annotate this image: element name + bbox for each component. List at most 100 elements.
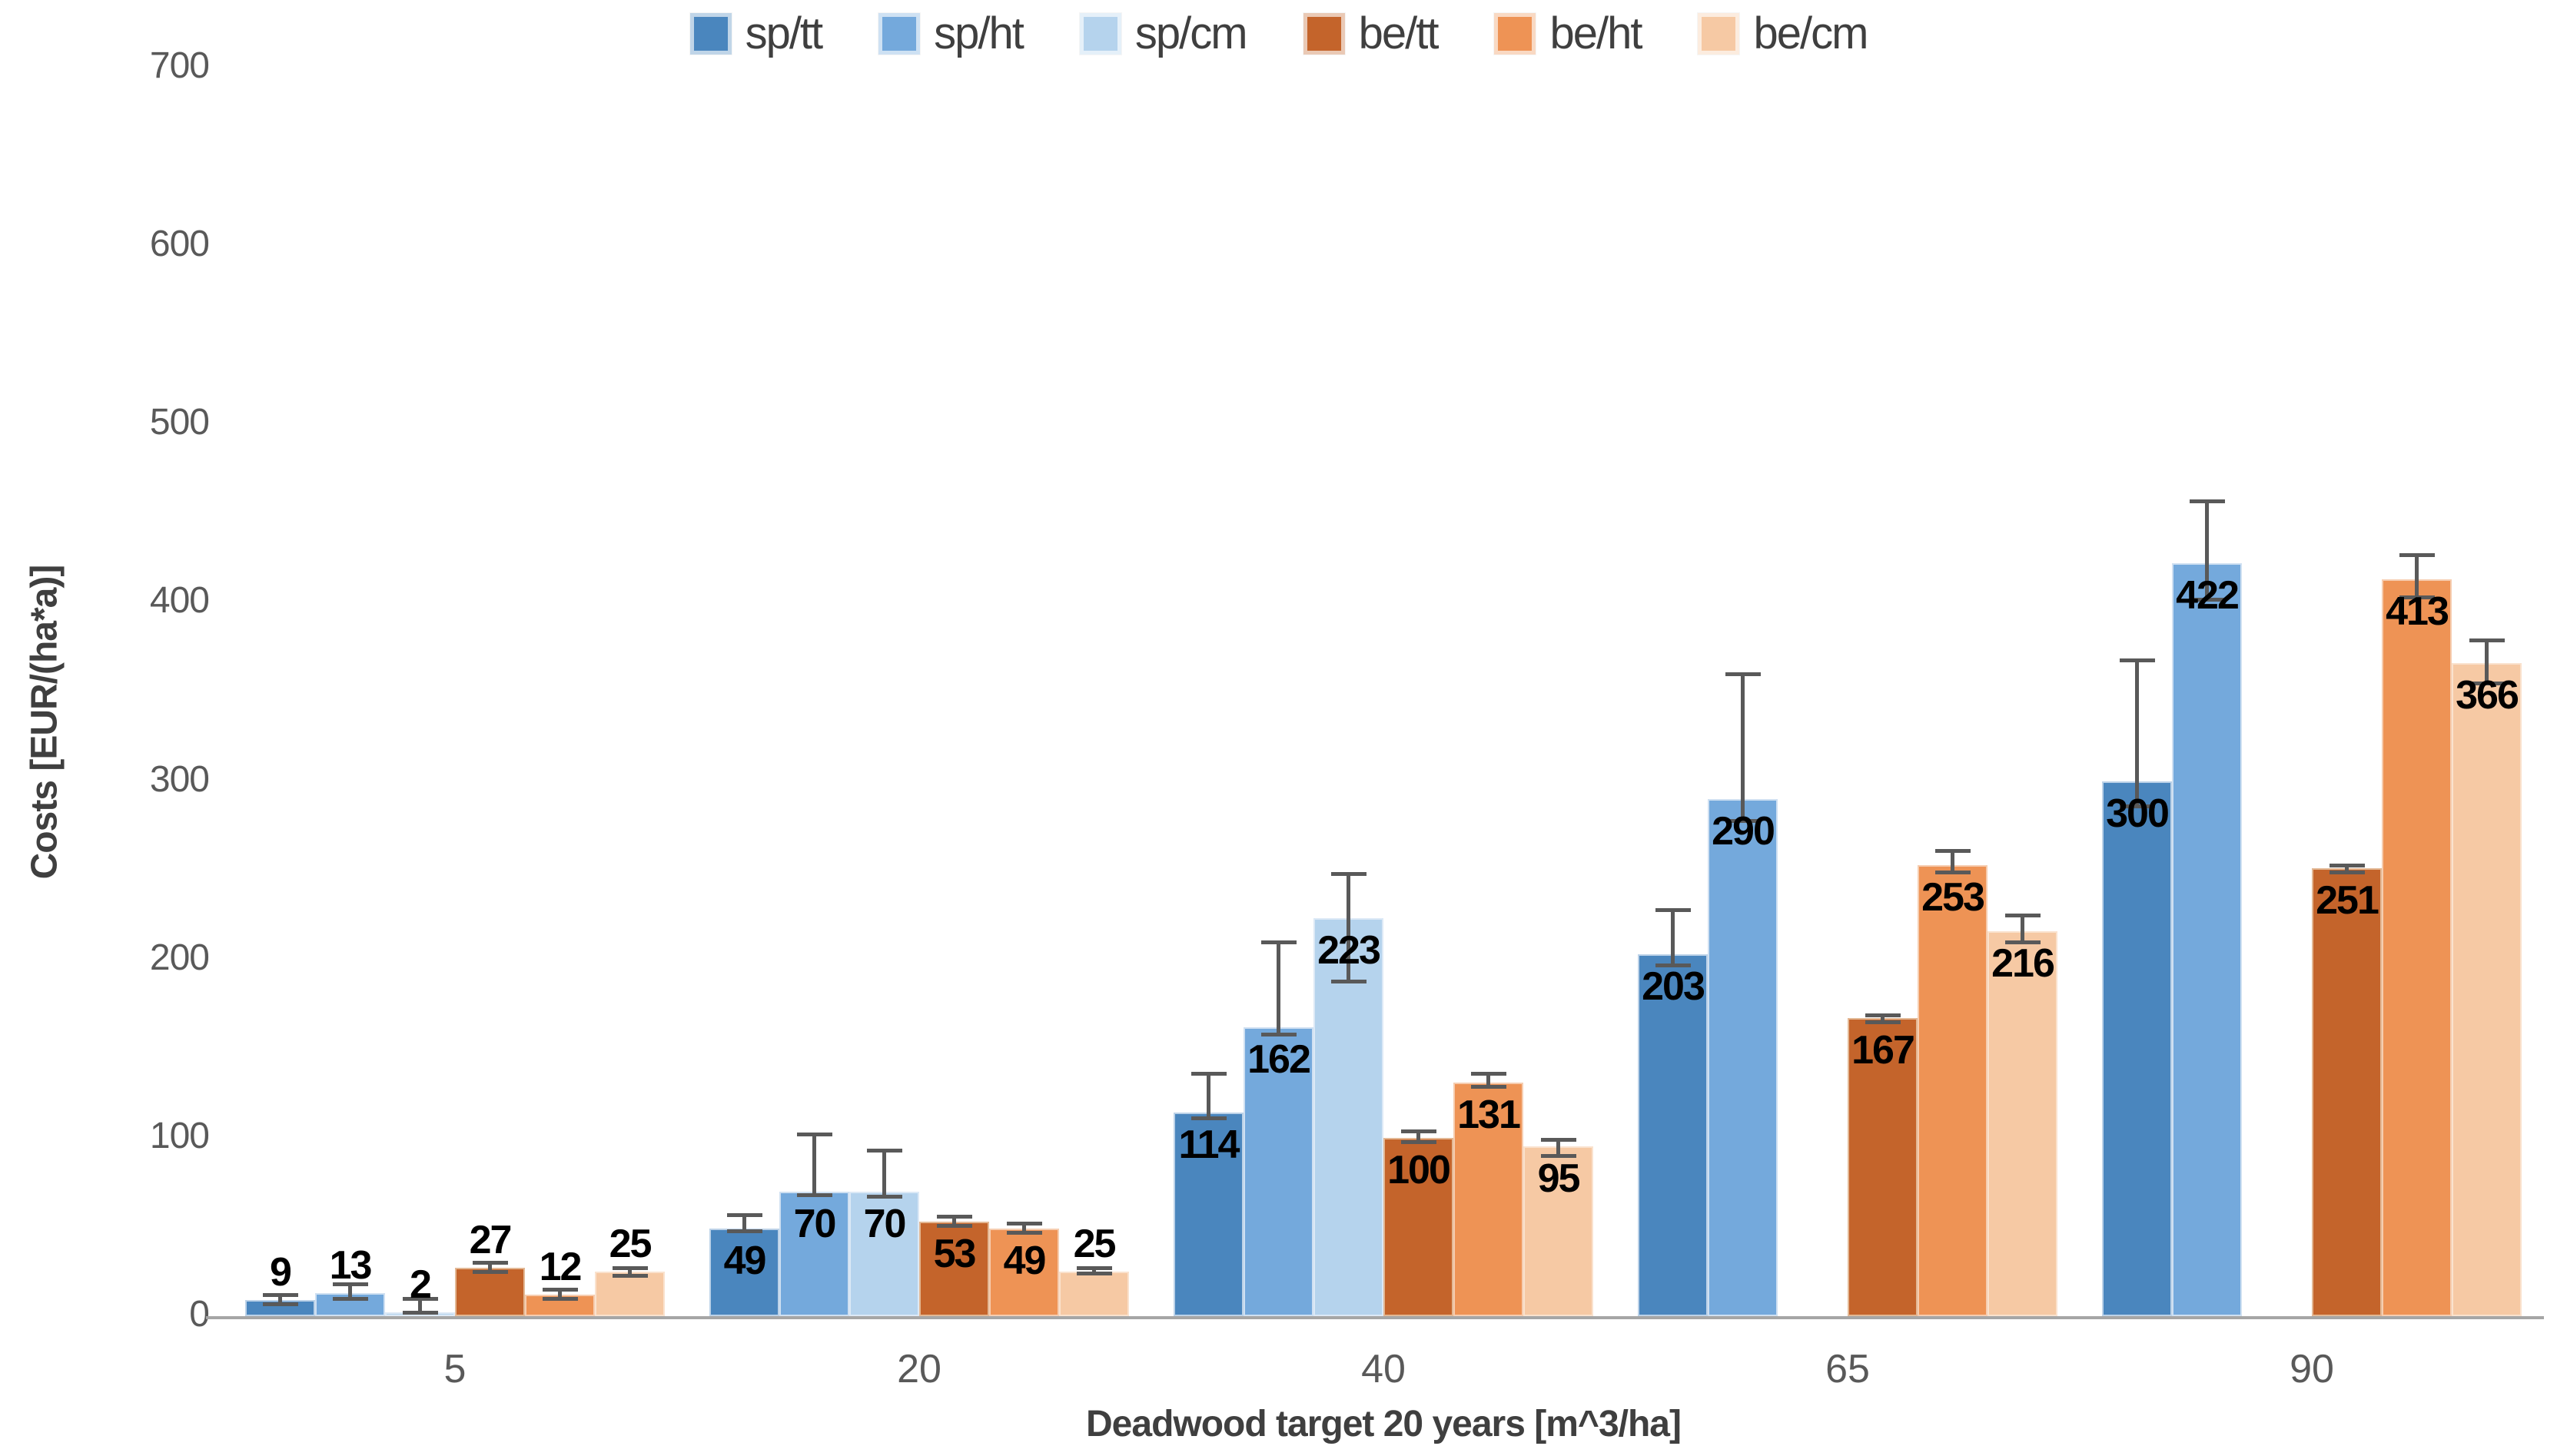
bar-be-cm-90 <box>2452 663 2522 1316</box>
error-bar-cap-bottom <box>2119 804 2155 809</box>
bar-value-label: 27 <box>469 1218 513 1263</box>
bar-be-tt-65 <box>1848 1018 1918 1316</box>
error-bar-be-tt-40 <box>1416 1130 1420 1142</box>
error-bar-cap-top <box>542 1288 578 1292</box>
legend-label: sp/tt <box>745 8 824 58</box>
bar-sp-ht-20 <box>779 1191 849 1316</box>
bar-value-label: 131 <box>1457 1092 1521 1137</box>
x-category-label: 90 <box>2290 1347 2334 1391</box>
legend-label: be/tt <box>1358 8 1440 58</box>
error-bar-cap-bottom <box>1655 963 1691 967</box>
bar-value-label: 203 <box>1642 963 1705 1009</box>
error-bar-sp-cm-5 <box>418 1298 422 1313</box>
error-bar-cap-bottom <box>866 1195 902 1199</box>
bar-value-label: 300 <box>2106 791 2170 836</box>
error-bar-cap-bottom <box>332 1296 368 1301</box>
error-bar-cap-bottom <box>1470 1084 1506 1089</box>
error-bar-cap-bottom <box>612 1273 648 1278</box>
error-bar-be-cm-90 <box>2485 640 2489 683</box>
error-bar-cap-top <box>1725 672 1761 677</box>
error-bar-be-tt-65 <box>1881 1014 1885 1022</box>
error-bar-cap-top <box>332 1282 368 1287</box>
x-axis-line <box>206 1316 2544 1319</box>
legend-item-be-cm: be/cm <box>1698 8 1868 59</box>
error-bar-cap-top <box>2189 499 2225 504</box>
bar-value-label: 100 <box>1387 1147 1451 1192</box>
error-bar-cap-bottom <box>1400 1139 1436 1144</box>
legend-swatch <box>878 12 921 55</box>
bar-be-ht-20 <box>989 1229 1059 1316</box>
error-bar-cap-bottom <box>1006 1230 1042 1235</box>
error-bar-be-cm-5 <box>628 1268 632 1275</box>
x-category-label: 20 <box>897 1347 941 1391</box>
error-bar-sp-cm-40 <box>1347 874 1350 981</box>
bar-value-label: 9 <box>270 1250 292 1295</box>
error-bar-cap-top <box>1006 1222 1042 1226</box>
x-category-label: 65 <box>1825 1347 1870 1391</box>
legend-label: sp/ht <box>934 8 1024 58</box>
error-bar-cap-top <box>612 1266 648 1271</box>
error-bar-be-cm-20 <box>1092 1268 1096 1274</box>
error-bar-cap-top <box>1540 1138 1576 1143</box>
error-bar-sp-ht-20 <box>812 1134 816 1196</box>
error-bar-cap-bottom <box>1540 1154 1576 1159</box>
x-category-label: 5 <box>443 1347 467 1391</box>
chart-legend: sp/tt sp/ht sp/cm be/tt be/ht be/cm <box>0 8 2557 59</box>
error-bar-cap-top <box>2329 863 2365 867</box>
error-bar-sp-tt-65 <box>1671 909 1675 965</box>
bar-value-label: 49 <box>723 1239 767 1284</box>
bar-sp-cm-40 <box>1313 918 1383 1316</box>
error-bar-cap-top <box>2399 552 2435 557</box>
bar-value-label: 114 <box>1178 1123 1240 1168</box>
error-bar-cap-top <box>402 1296 438 1301</box>
bar-value-label: 290 <box>1712 808 1775 854</box>
legend-label: be/ht <box>1549 8 1642 58</box>
legend-swatch <box>689 12 732 55</box>
y-tick-label: 300 <box>149 758 210 800</box>
error-bar-cap-bottom <box>1934 870 1971 874</box>
legend-swatch <box>1698 12 1740 55</box>
error-bar-cap-top <box>1934 849 1971 854</box>
error-bar-cap-bottom <box>796 1193 832 1198</box>
x-category-label: 40 <box>1361 1347 1406 1391</box>
error-bar-cap-top <box>866 1149 902 1153</box>
bar-value-label: 223 <box>1317 928 1381 973</box>
bar-value-label: 2 <box>410 1262 432 1308</box>
bar-sp-tt-20 <box>709 1229 779 1316</box>
y-tick-label: 700 <box>149 45 210 86</box>
error-bar-cap-bottom <box>2399 595 2435 600</box>
bar-value-label: 95 <box>1537 1156 1581 1202</box>
error-bar-cap-bottom <box>726 1229 762 1233</box>
error-bar-be-tt-90 <box>2345 864 2349 872</box>
legend-item-sp-cm: sp/cm <box>1079 8 1248 59</box>
error-bar-cap-top <box>472 1261 508 1265</box>
bar-be-ht-40 <box>1453 1082 1523 1316</box>
bar-value-label: 216 <box>1991 940 2055 986</box>
error-bar-be-tt-5 <box>488 1262 492 1272</box>
error-bar-cap-top <box>1330 872 1367 877</box>
legend-item-be-ht: be/ht <box>1494 8 1642 59</box>
error-bar-cap-bottom <box>1076 1272 1112 1276</box>
error-bar-be-ht-90 <box>2415 554 2419 598</box>
error-bar-cap-top <box>1190 1072 1227 1076</box>
error-bar-cap-top <box>2469 638 2505 643</box>
y-tick-label: 0 <box>189 1294 210 1335</box>
error-bar-cap-top <box>936 1215 972 1219</box>
bar-value-label: 366 <box>2456 673 2519 718</box>
bar-sp-tt-90 <box>2102 781 2172 1316</box>
bar-sp-ht-65 <box>1708 798 1778 1316</box>
error-bar-sp-tt-20 <box>742 1214 746 1231</box>
error-bar-cap-top <box>1400 1129 1436 1133</box>
error-bar-be-ht-20 <box>1022 1223 1026 1232</box>
y-tick-label: 600 <box>149 224 210 265</box>
error-bar-sp-ht-5 <box>348 1284 352 1298</box>
error-bar-cap-top <box>1470 1072 1506 1076</box>
bar-value-label: 167 <box>1851 1028 1915 1073</box>
error-bar-sp-tt-90 <box>2135 659 2139 807</box>
legend-swatch <box>1303 12 1345 55</box>
bar-be-ht-90 <box>2382 579 2452 1316</box>
error-bar-cap-top <box>1865 1013 1901 1017</box>
error-bar-cap-top <box>726 1212 762 1217</box>
bar-be-tt-90 <box>2312 868 2382 1316</box>
error-bar-cap-bottom <box>1260 1033 1297 1037</box>
